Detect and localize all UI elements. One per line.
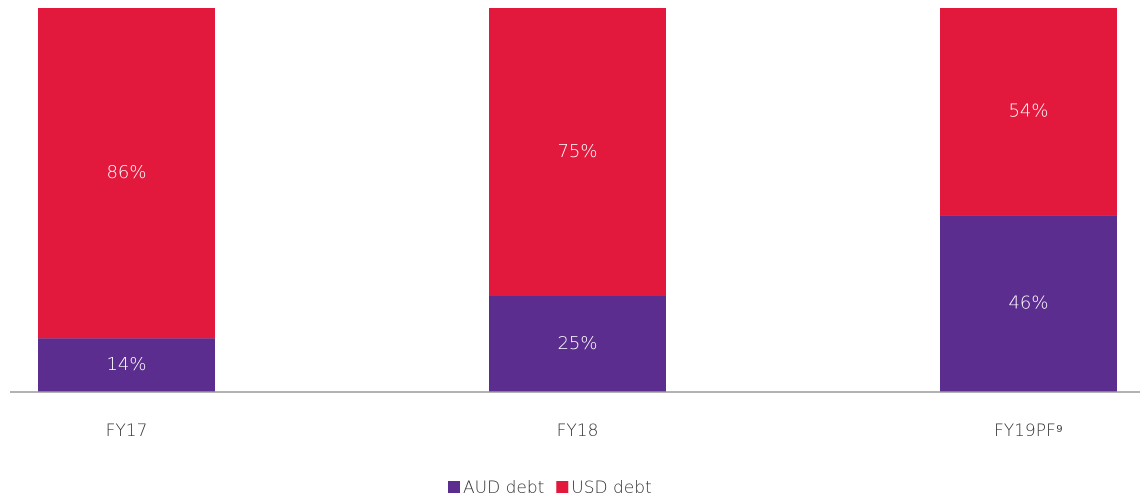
value-label: 46% bbox=[1008, 293, 1048, 314]
bar-segment bbox=[940, 8, 1117, 216]
bar-segment bbox=[489, 296, 666, 392]
bar-segment bbox=[38, 8, 215, 339]
value-label: 25% bbox=[557, 333, 597, 354]
legend-label: AUD debt bbox=[463, 478, 544, 498]
value-label: 86% bbox=[106, 162, 146, 183]
x-tick-label: FY19PF⁹ bbox=[994, 421, 1063, 441]
legend-label: USD debt bbox=[571, 478, 651, 498]
value-label: 75% bbox=[557, 141, 597, 162]
x-tick-label: FY18 bbox=[557, 421, 599, 441]
legend-swatch bbox=[556, 481, 569, 493]
value-label: 54% bbox=[1008, 101, 1048, 122]
value-label: 14% bbox=[106, 354, 146, 375]
bar-segment bbox=[940, 215, 1117, 392]
x-tick-label: FY17 bbox=[106, 421, 148, 441]
bar-segment bbox=[38, 338, 215, 392]
legend-swatch bbox=[448, 481, 460, 493]
bar-segment bbox=[489, 8, 666, 296]
